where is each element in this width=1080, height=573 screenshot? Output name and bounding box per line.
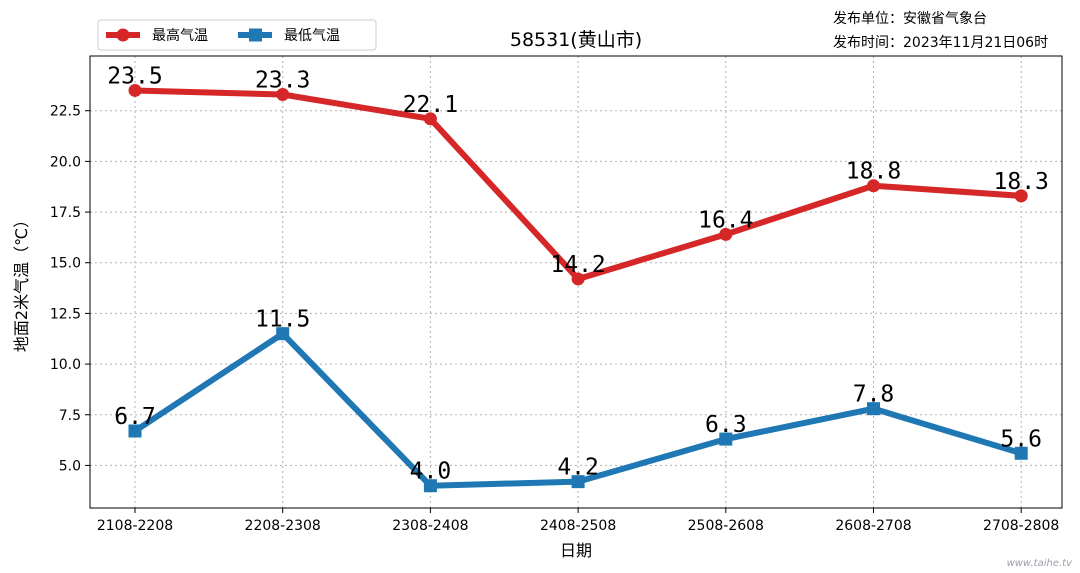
data-label: 18.3 — [994, 169, 1049, 195]
series-max-temp: 23.5 23.3 22.1 14.2 16.4 18.8 18.3 — [107, 63, 1049, 286]
x-tick-label: 2608-2708 — [835, 518, 911, 534]
y-tick-label: 15.0 — [50, 256, 81, 272]
series-min-temp: 6.7 11.5 4.0 4.2 6.3 7.8 5.6 — [114, 307, 1042, 493]
y-tick-label: 22.5 — [50, 104, 81, 120]
axes-frame — [89, 55, 1063, 509]
x-axis-label: 日期 — [560, 541, 592, 560]
data-point — [423, 479, 437, 493]
legend-label: 最低气温 — [284, 28, 340, 44]
data-label: 23.5 — [107, 63, 162, 89]
data-point — [571, 475, 585, 489]
data-point — [571, 272, 585, 286]
data-point — [719, 432, 733, 446]
legend-marker — [116, 28, 130, 42]
data-point — [128, 424, 142, 438]
data-label: 5.6 — [1000, 426, 1042, 452]
x-tick-label: 2108-2208 — [97, 518, 173, 534]
x-tick-label: 2208-2308 — [245, 518, 321, 534]
legend: 最高气温 最低气温 — [97, 19, 377, 51]
publish-time-label: 发布时间：2023年11月21日06时 — [833, 35, 1049, 51]
data-point — [719, 227, 733, 241]
data-point — [276, 327, 290, 341]
x-tick-label: 2408-2508 — [540, 518, 616, 534]
data-label: 18.8 — [846, 159, 901, 185]
watermark: www.taihe.tv — [1006, 558, 1072, 569]
data-label: 4.2 — [557, 455, 599, 481]
data-label: 14.2 — [550, 252, 605, 278]
y-tick-label: 10.0 — [50, 357, 81, 373]
data-label: 6.7 — [114, 404, 156, 430]
y-tick-label: 5.0 — [59, 458, 81, 474]
data-label: 11.5 — [255, 307, 310, 333]
y-tick-label: 12.5 — [50, 306, 81, 322]
legend-label: 最高气温 — [152, 27, 208, 44]
publisher-label: 发布单位：安徽省气象台 — [833, 11, 987, 27]
data-point — [1014, 446, 1028, 460]
y-tick-label: 17.5 — [50, 205, 81, 221]
data-point — [867, 179, 880, 193]
y-tick-label: 20.0 — [50, 154, 81, 170]
data-point — [423, 112, 437, 126]
y-tick-label: 7.5 — [59, 408, 81, 424]
legend-marker — [249, 28, 262, 42]
x-tick-label: 2708-2808 — [983, 518, 1059, 534]
chart-title: 58531(黄山市) — [510, 29, 642, 51]
data-point — [1014, 189, 1028, 203]
data-label: 23.3 — [255, 68, 310, 94]
y-axis-label: 地面2米气温（℃） — [12, 212, 31, 352]
data-label: 16.4 — [698, 207, 753, 233]
data-point — [276, 88, 290, 102]
data-label: 22.1 — [403, 92, 458, 118]
data-label: 7.8 — [853, 382, 895, 408]
data-label: 6.3 — [705, 412, 747, 438]
data-point — [128, 83, 142, 97]
data-point — [867, 402, 880, 416]
x-tick-label: 2508-2608 — [688, 518, 764, 534]
data-label: 4.0 — [410, 459, 452, 485]
x-tick-label: 2308-2408 — [392, 518, 468, 534]
legend-box — [97, 19, 377, 51]
